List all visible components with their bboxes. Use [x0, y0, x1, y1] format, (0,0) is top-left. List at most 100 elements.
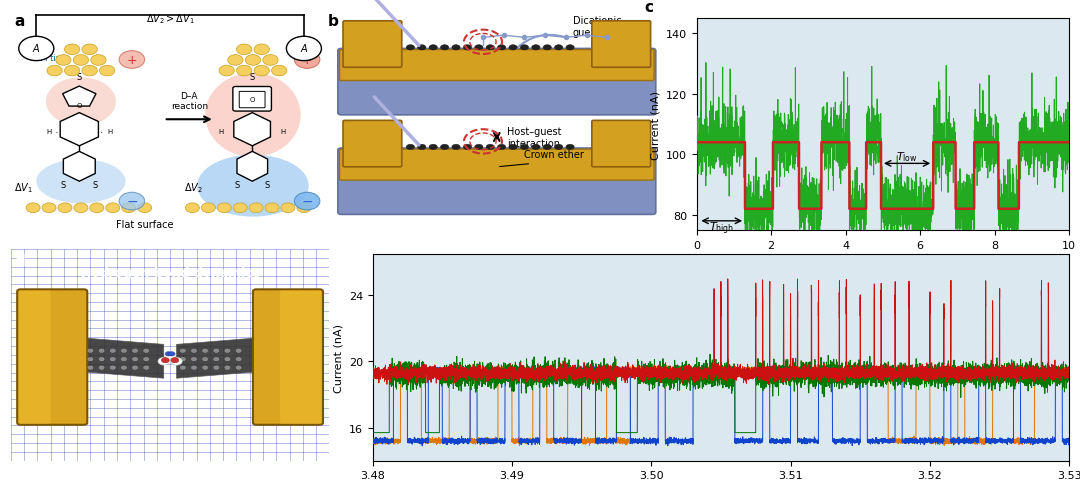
Circle shape: [463, 145, 472, 150]
FancyBboxPatch shape: [338, 149, 656, 215]
Circle shape: [214, 349, 219, 353]
Circle shape: [498, 46, 505, 51]
Circle shape: [203, 358, 207, 361]
Circle shape: [418, 145, 426, 150]
FancyBboxPatch shape: [592, 121, 650, 168]
Text: H: H: [46, 128, 52, 134]
Circle shape: [133, 358, 137, 361]
Circle shape: [228, 56, 243, 66]
Text: d: d: [14, 254, 25, 269]
Circle shape: [186, 204, 200, 213]
Circle shape: [475, 46, 483, 51]
Circle shape: [509, 145, 517, 150]
Circle shape: [121, 366, 126, 370]
Circle shape: [262, 56, 279, 66]
Text: −: −: [301, 195, 313, 209]
Text: +: +: [301, 54, 312, 67]
Circle shape: [65, 66, 80, 77]
Circle shape: [271, 66, 287, 77]
Text: $\Delta V_2>\Delta V_1$: $\Delta V_2>\Delta V_1$: [146, 12, 194, 25]
Text: −: −: [126, 195, 137, 209]
Text: $\Delta V_2$: $\Delta V_2$: [185, 180, 203, 194]
Polygon shape: [233, 113, 270, 146]
FancyBboxPatch shape: [18, 291, 51, 424]
Text: c: c: [645, 0, 653, 15]
Polygon shape: [63, 87, 96, 107]
Y-axis label: Current (nA): Current (nA): [650, 90, 660, 159]
Circle shape: [509, 46, 517, 51]
Circle shape: [225, 358, 230, 361]
Text: S: S: [93, 180, 98, 189]
Circle shape: [237, 66, 252, 77]
Circle shape: [297, 204, 311, 213]
Circle shape: [225, 366, 230, 370]
Circle shape: [121, 358, 126, 361]
Circle shape: [217, 204, 231, 213]
Circle shape: [171, 358, 183, 365]
Circle shape: [65, 45, 80, 56]
Circle shape: [99, 366, 104, 370]
Circle shape: [295, 193, 320, 211]
Text: O: O: [77, 103, 82, 108]
Circle shape: [265, 204, 279, 213]
FancyBboxPatch shape: [233, 87, 271, 112]
Circle shape: [99, 349, 104, 353]
Circle shape: [203, 366, 207, 370]
FancyBboxPatch shape: [339, 50, 654, 82]
Circle shape: [406, 46, 415, 51]
Text: D–A
reaction: D–A reaction: [171, 92, 207, 111]
Circle shape: [144, 358, 149, 361]
Circle shape: [543, 145, 552, 150]
Text: A: A: [33, 44, 40, 54]
Circle shape: [110, 349, 116, 353]
Text: Host–guest
interaction: Host–guest interaction: [508, 127, 562, 148]
Circle shape: [418, 46, 426, 51]
Circle shape: [58, 204, 72, 213]
Circle shape: [219, 66, 234, 77]
Circle shape: [180, 358, 186, 361]
Polygon shape: [176, 338, 256, 378]
Text: A: A: [300, 44, 307, 54]
Circle shape: [144, 349, 149, 353]
Y-axis label: Current (nA): Current (nA): [333, 323, 343, 392]
Circle shape: [463, 46, 472, 51]
Circle shape: [441, 46, 449, 51]
Circle shape: [119, 193, 145, 211]
Circle shape: [133, 349, 137, 353]
Circle shape: [191, 349, 197, 353]
Text: Crown ether: Crown ether: [525, 150, 584, 159]
Ellipse shape: [205, 73, 300, 157]
Text: H: H: [218, 128, 224, 134]
Circle shape: [214, 366, 219, 370]
Circle shape: [165, 352, 172, 356]
Text: $T_{\rm low}$: $T_{\rm low}$: [896, 149, 918, 163]
Polygon shape: [60, 113, 98, 146]
FancyBboxPatch shape: [343, 22, 402, 68]
Circle shape: [121, 349, 126, 353]
Circle shape: [122, 204, 136, 213]
Text: S: S: [265, 180, 270, 189]
Text: a: a: [14, 14, 25, 29]
Circle shape: [237, 358, 241, 361]
Text: Hydrogen-bond dynamics: Hydrogen-bond dynamics: [81, 266, 259, 279]
Circle shape: [286, 37, 322, 61]
Circle shape: [249, 204, 264, 213]
Text: S: S: [77, 73, 82, 82]
FancyBboxPatch shape: [343, 121, 402, 168]
Circle shape: [237, 349, 241, 353]
Circle shape: [237, 45, 252, 56]
Circle shape: [87, 366, 93, 370]
Circle shape: [90, 204, 104, 213]
Circle shape: [566, 46, 575, 51]
Circle shape: [18, 37, 54, 61]
Text: O: O: [249, 96, 255, 103]
Circle shape: [73, 56, 89, 66]
Text: STM tip: STM tip: [30, 54, 62, 63]
Circle shape: [91, 56, 106, 66]
Circle shape: [180, 366, 186, 370]
Circle shape: [110, 366, 116, 370]
Text: $T_{\rm high}$: $T_{\rm high}$: [710, 220, 734, 236]
FancyBboxPatch shape: [338, 49, 656, 116]
Text: b: b: [327, 14, 338, 29]
Circle shape: [406, 145, 415, 150]
